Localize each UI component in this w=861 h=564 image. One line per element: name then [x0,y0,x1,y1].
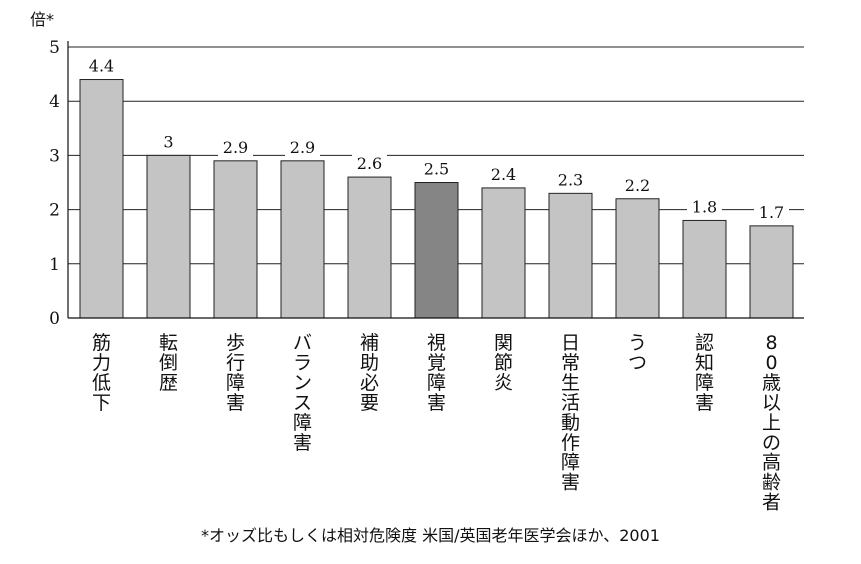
y-tick-label: 2 [49,201,60,221]
data-label-background [160,131,177,152]
data-label-background [84,55,119,76]
category-label: 日常生活動作障害 [561,332,580,494]
category-label: 8 0 歳以上の高齢者 [762,332,781,514]
bar [414,182,459,319]
data-label-background [352,153,387,174]
bar [481,187,526,319]
bar-chart: 0 1 2 3 4 5 倍* 4.4 筋力低下 3 転倒歴 2.9 歩行障害 2.9 バランス障害 2.6 補助… [30,10,804,514]
data-label-background [620,174,655,195]
category-label: バランス障害 [293,332,312,454]
data-label: 2.6 [357,154,382,173]
bar [682,219,727,319]
data-label: 2.9 [223,138,248,157]
y-tick-label: 4 [49,92,60,112]
data-label: 1.7 [759,203,784,222]
data-label: 4.4 [89,57,114,76]
category-label: うつ [628,332,647,374]
data-label: 2.3 [558,170,583,189]
category-label: 認知障害 [695,332,714,414]
data-label: 1.8 [692,197,717,216]
data-label-background [687,196,722,217]
bar [146,154,191,319]
footnote: *オッズ比もしくは相対危険度 米国/英国老年医学会ほか、2001 [201,526,660,545]
y-tick-label: 3 [49,146,60,166]
bar [280,160,325,319]
y-axis-label: 倍* [30,10,54,29]
data-label-background [419,158,454,179]
bar [548,192,593,319]
data-label-background [553,169,588,190]
category-label: 補助必要 [360,332,379,414]
bar [615,198,660,319]
y-tick-label: 5 [49,38,60,58]
y-tick-label: 0 [49,309,60,329]
data-label: 2.4 [491,165,516,184]
data-label-background [754,201,789,222]
bar [347,176,392,319]
y-tick-label: 1 [49,255,60,275]
data-label: 2.9 [290,138,315,157]
category-label: 転倒歴 [159,332,178,394]
bar [749,225,794,319]
data-label: 3 [163,132,173,151]
bar [213,160,258,319]
data-label-background [486,163,521,184]
data-label-background [218,136,253,157]
data-label-background [285,136,320,157]
data-label: 2.5 [424,160,449,179]
data-label: 2.2 [625,176,650,195]
category-label: 歩行障害 [226,332,245,414]
bar [79,79,124,319]
category-label: 関節炎 [494,332,513,394]
category-label: 視覚障害 [427,332,446,414]
category-label: 筋力低下 [92,332,111,414]
